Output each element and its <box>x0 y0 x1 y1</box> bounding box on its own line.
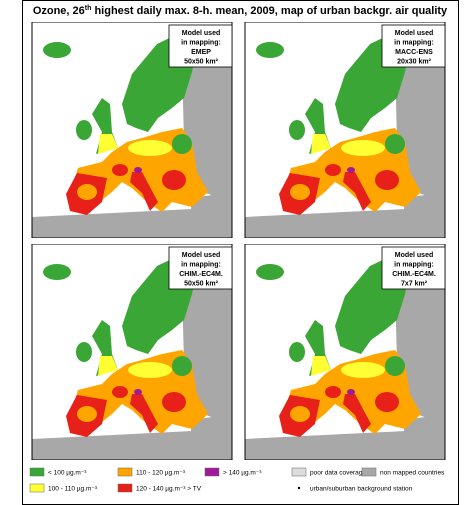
title-sup: th <box>85 5 92 12</box>
model-label: 50x50 km² <box>184 59 219 66</box>
legend-swatch <box>204 467 220 477</box>
legend-swatch <box>29 483 45 493</box>
model-label: CHIM.-EC4M. <box>392 271 436 278</box>
model-label: EMEP <box>191 49 211 56</box>
model-box <box>168 24 233 68</box>
map-panel: Model used in mapping: MACC-ENS 20x30 km² <box>244 22 446 238</box>
model-label: 20x30 km² <box>397 59 432 66</box>
legend-label: 110 - 120 µg.m⁻³ <box>136 470 186 477</box>
station-symbol <box>297 486 301 490</box>
model-label: Model used <box>182 252 221 259</box>
model-label: in mapping: <box>394 40 434 47</box>
legend-swatch <box>29 467 45 477</box>
model-label: MACC-ENS <box>395 49 433 56</box>
model-box <box>381 246 446 290</box>
model-label: Model used <box>395 252 434 259</box>
title-text: Ozone, 26 <box>33 5 85 17</box>
model-label: Model used <box>395 30 434 37</box>
title-text: highest daily max. 8-h. mean, 2009, map … <box>91 5 448 17</box>
map-panel: Model used in mapping: CHIM.-EC4M. 50x50 km… <box>31 244 233 460</box>
legend-swatch <box>117 467 133 477</box>
map-panel: Model used in mapping: CHIM.-EC4M. 7x7 km² <box>244 244 446 460</box>
legend-swatch <box>117 483 133 493</box>
legend-swatch <box>291 467 307 477</box>
model-label: in mapping: <box>181 40 221 47</box>
model-box <box>381 24 446 68</box>
legend-label: > 140 µg.m⁻³ <box>223 470 262 477</box>
legend-label: urban/suburban background station <box>310 486 413 493</box>
legend-label: non mapped countries <box>380 470 445 477</box>
model-label: CHIM.-EC4M. <box>179 271 223 278</box>
legend-swatch <box>361 467 377 477</box>
legend-label: 100 - 110 µg.m⁻³ <box>48 486 98 493</box>
model-label: in mapping: <box>394 262 434 269</box>
model-label: 50x50 km² <box>184 281 219 288</box>
model-label: in mapping: <box>181 262 221 269</box>
legend-label: < 100 µg.m⁻³ <box>48 470 87 477</box>
title: Ozone, 26th highest daily max. 8-h. mean… <box>33 5 448 17</box>
map-panel: Model used in mapping: EMEP 50x50 km² <box>31 22 233 238</box>
model-label: 7x7 km² <box>401 281 428 288</box>
legend-label: 120 - 140 µg.m⁻³ > TV <box>136 486 202 493</box>
model-label: Model used <box>182 30 221 37</box>
legend-label: poor data coverage <box>310 470 366 477</box>
model-box <box>168 246 233 290</box>
